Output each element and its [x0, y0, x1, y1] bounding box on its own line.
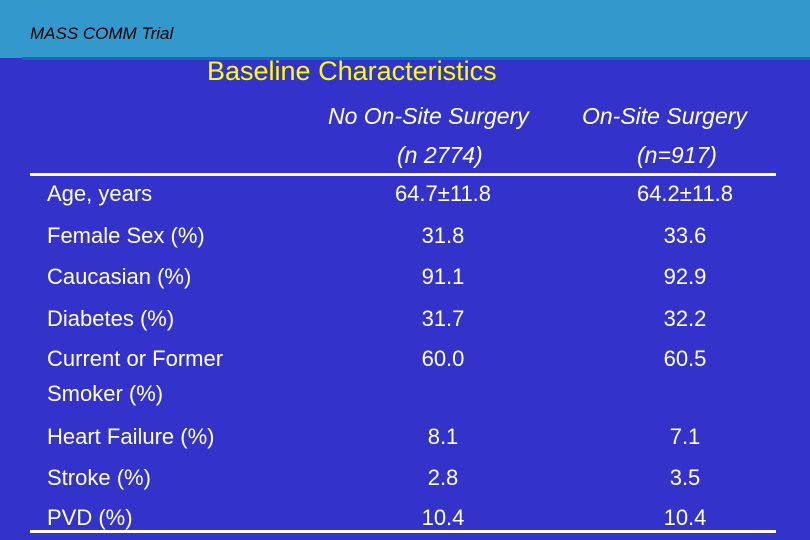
table-bottom-rule — [30, 530, 776, 533]
cell-pvd-no-onsite: 10.4 — [421, 505, 465, 530]
cell-smoker-onsite: 60.5 — [663, 346, 707, 371]
banner-divider — [22, 57, 810, 60]
row-label-smoker-line2: Smoker (%) — [47, 381, 164, 406]
slide-title: Baseline Characteristics — [207, 56, 497, 86]
header-rule — [30, 173, 776, 176]
row-label-smoker: Current or Former — [47, 346, 224, 371]
cell-female-no-onsite: 31.8 — [421, 223, 465, 248]
column-header-onsite: On-Site Surgery — [582, 103, 747, 129]
cell-heart-failure-onsite: 7.1 — [669, 424, 701, 449]
row-label-heart-failure: Heart Failure (%) — [47, 424, 215, 449]
cell-smoker-no-onsite: 60.0 — [421, 346, 465, 371]
row-label-pvd: PVD (%) — [47, 505, 133, 530]
row-label-diabetes: Diabetes (%) — [47, 306, 175, 331]
trial-name: MASS COMM Trial — [30, 24, 174, 43]
row-label-female: Female Sex (%) — [47, 223, 205, 248]
cell-pvd-onsite: 10.4 — [663, 505, 707, 530]
column-header-no-onsite: No On-Site Surgery — [328, 103, 529, 129]
cell-caucasian-onsite: 92.9 — [663, 264, 707, 289]
cell-female-onsite: 33.6 — [663, 223, 707, 248]
cell-diabetes-no-onsite: 31.7 — [421, 306, 465, 331]
row-label-caucasian: Caucasian (%) — [47, 264, 192, 289]
column-n-no-onsite: (n 2774) — [397, 142, 483, 168]
cell-stroke-onsite: 3.5 — [669, 465, 701, 490]
column-n-onsite: (n=917) — [637, 142, 717, 168]
cell-stroke-no-onsite: 2.8 — [427, 465, 459, 490]
top-banner — [0, 0, 810, 58]
cell-age-onsite: 64.2±11.8 — [636, 181, 734, 206]
row-label-age: Age, years — [47, 181, 153, 206]
cell-age-no-onsite: 64.7±11.8 — [394, 181, 492, 206]
cell-diabetes-onsite: 32.2 — [663, 306, 707, 331]
cell-caucasian-no-onsite: 91.1 — [421, 264, 465, 289]
row-label-stroke: Stroke (%) — [47, 465, 151, 490]
cell-heart-failure-no-onsite: 8.1 — [427, 424, 459, 449]
